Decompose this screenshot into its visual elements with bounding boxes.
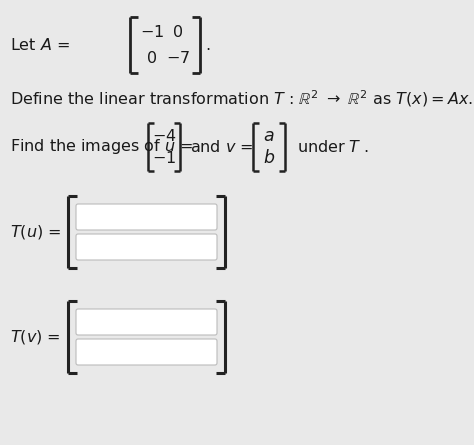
Text: $-7$: $-7$ xyxy=(166,50,190,66)
Text: $\mathit{a}$: $\mathit{a}$ xyxy=(263,127,275,145)
FancyBboxPatch shape xyxy=(76,204,217,230)
Text: $0$: $0$ xyxy=(173,24,183,40)
Text: Find the images of $\mathit{u}$ =: Find the images of $\mathit{u}$ = xyxy=(10,138,193,157)
Text: under $T$ .: under $T$ . xyxy=(297,139,369,155)
Text: $-1$: $-1$ xyxy=(152,150,176,166)
Text: $-1$: $-1$ xyxy=(140,24,164,40)
Text: $0$: $0$ xyxy=(146,50,157,66)
Text: .: . xyxy=(205,37,210,53)
Text: Define the linear transformation $T$ : $\mathbb{R}^2$ $\rightarrow$ $\mathbb{R}^: Define the linear transformation $T$ : $… xyxy=(10,89,473,109)
Text: $\mathit{b}$: $\mathit{b}$ xyxy=(263,149,275,167)
FancyBboxPatch shape xyxy=(76,309,217,335)
Text: $\mathit{T}(v)$ =: $\mathit{T}(v)$ = xyxy=(10,328,61,346)
Text: Let $\mathit{A}$ =: Let $\mathit{A}$ = xyxy=(10,37,70,53)
Text: $\mathit{T}(u)$ =: $\mathit{T}(u)$ = xyxy=(10,223,61,241)
FancyBboxPatch shape xyxy=(76,339,217,365)
FancyBboxPatch shape xyxy=(76,234,217,260)
Text: $-4$: $-4$ xyxy=(152,128,176,144)
Text: and $\mathit{v}$ =: and $\mathit{v}$ = xyxy=(190,139,254,155)
